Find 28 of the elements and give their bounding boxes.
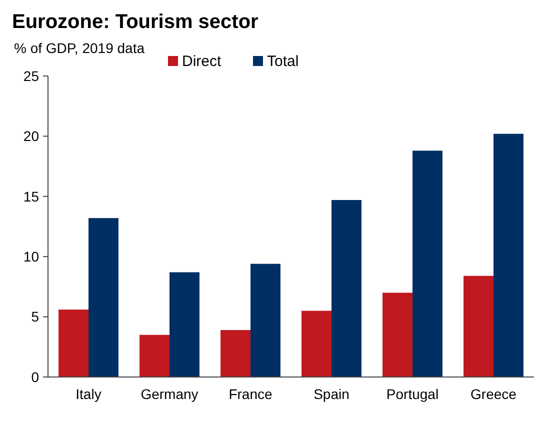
legend-label: Direct — [182, 53, 222, 70]
legend-label: Total — [267, 53, 299, 70]
y-tick-label: 20 — [23, 128, 40, 144]
bar — [170, 272, 200, 377]
x-tick-label: France — [228, 386, 272, 402]
y-tick-label: 5 — [31, 308, 40, 325]
x-tick-label: Greece — [470, 386, 517, 402]
bar — [88, 218, 118, 377]
x-tick-label: Italy — [76, 386, 102, 402]
chart-subtitle: % of GDP, 2019 data — [14, 40, 145, 56]
x-tick-label: Portugal — [386, 386, 439, 402]
y-tick-label: 15 — [23, 188, 40, 204]
x-tick-label: Spain — [314, 386, 350, 402]
bar — [58, 310, 88, 377]
bar — [464, 276, 494, 377]
bar — [250, 264, 280, 377]
bar — [494, 134, 524, 377]
bar — [412, 150, 442, 377]
x-tick-label: Germany — [140, 386, 198, 402]
bar — [302, 310, 332, 377]
bar — [332, 200, 362, 377]
y-tick-label: 25 — [23, 68, 40, 84]
bar — [140, 334, 170, 377]
y-tick-label: 0 — [31, 368, 40, 385]
y-tick-label: 10 — [23, 248, 40, 264]
bar — [382, 292, 412, 377]
bar — [220, 330, 250, 377]
chart-title: Eurozone: Tourism sector — [12, 11, 259, 33]
